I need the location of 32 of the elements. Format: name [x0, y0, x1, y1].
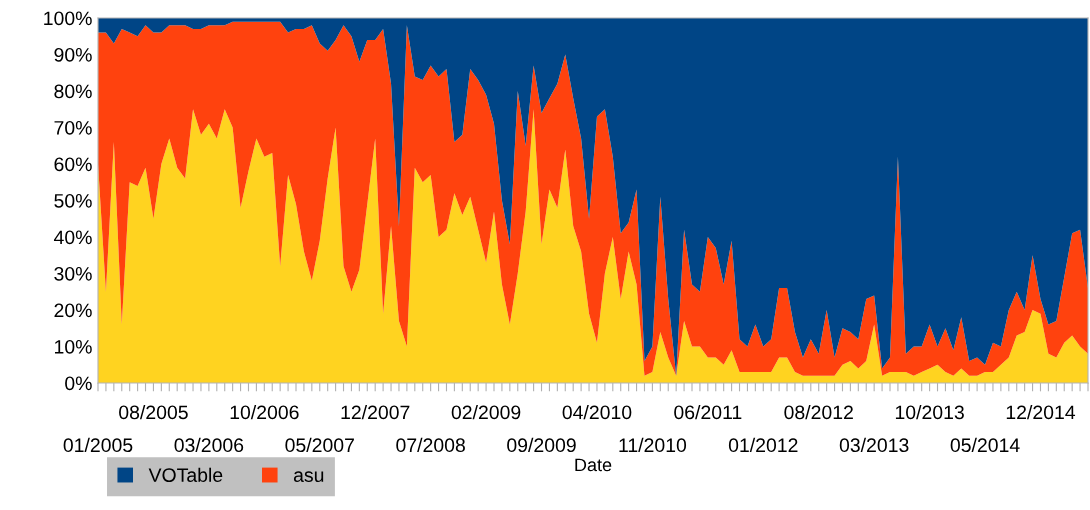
x-tick-label: 07/2008: [396, 437, 465, 453]
y-tick-label: 70%: [54, 120, 92, 135]
y-tick-label: 0%: [65, 376, 92, 391]
y-tick-label: 90%: [54, 47, 92, 62]
x-tick-label: 05/2014: [950, 437, 1020, 453]
x-tick-label: 02/2009: [451, 404, 521, 420]
x-tick-label: 05/2007: [285, 437, 354, 453]
x-tick-label: 04/2010: [562, 404, 632, 420]
x-tick-label: 03/2006: [174, 437, 244, 453]
x-tick-label: 11/2010: [619, 437, 687, 453]
y-tick-label: 80%: [54, 84, 92, 99]
legend-label: VOTable: [148, 467, 223, 482]
y-tick-label: 100%: [44, 11, 92, 26]
x-tick-label: 08/2012: [784, 404, 853, 420]
x-axis-title: Date: [575, 458, 612, 472]
y-tick-label: 20%: [54, 303, 92, 318]
x-tick-label: 12/2014: [1006, 404, 1076, 420]
x-tick-label: 03/2013: [839, 437, 909, 453]
y-tick-label: 10%: [55, 339, 92, 354]
x-tick-label: 09/2009: [507, 437, 576, 453]
x-tick-label: 08/2005: [119, 404, 188, 420]
x-tick-label: 06/2011: [674, 404, 742, 420]
y-tick-label: 40%: [53, 230, 92, 245]
y-tick-label: 50%: [54, 193, 92, 208]
x-tick-label: 01/2012: [728, 437, 798, 453]
y-tick-label: 60%: [54, 157, 92, 172]
y-tick-label: 30%: [54, 266, 92, 281]
x-tick-label: 10/2013: [895, 404, 964, 420]
x-tick-label: 10/2006: [230, 404, 299, 420]
legend-label: asu: [293, 471, 324, 482]
x-tick-label: 12/2007: [341, 404, 410, 420]
x-tick-label: 01/2005: [63, 437, 133, 453]
